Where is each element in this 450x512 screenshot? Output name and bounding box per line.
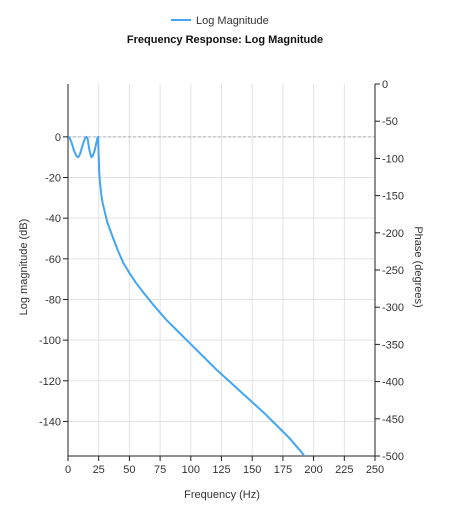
x-axis-label: Frequency (Hz) [184,489,260,501]
y-axis-label: Log magnitude (dB) [18,219,30,316]
series-line-log-magnitude [68,135,306,456]
series-layer [68,135,306,456]
y-tick-label: -120 [39,376,61,388]
y2-tick-label: -200 [382,228,404,240]
y-tick-label: -20 [45,173,61,185]
x-tick-label: 75 [154,464,166,476]
y-tick-label: -100 [39,335,61,347]
x-tick-label: 250 [366,464,384,476]
y2-tick-label: -500 [382,451,404,463]
y-tick-label: -140 [39,416,61,428]
x-tick-label: 200 [304,464,322,476]
y2-tick-label: -250 [382,265,404,277]
y2-tick-label: -100 [382,153,404,165]
x-tick-label: 0 [65,464,71,476]
x-tick-label: 50 [123,464,135,476]
y2-tick-label: -400 [382,377,404,389]
x-tick-label: 25 [93,464,105,476]
x-tick-label: 150 [243,464,261,476]
x-axis-ticks: 0 25 50 75 100 125 150 175 200 225 250 [65,456,384,476]
x-tick-label: 175 [274,464,292,476]
grid-lines [67,84,376,456]
y2-tick-label: -300 [382,302,404,314]
y2-axis-ticks: 0 -50 -100 -150 -200 -250 -300 -350 -400 -450 -500 [375,79,404,463]
y2-axis-label: Phase (degrees) [412,226,424,307]
chart-title: Frequency Response: Log Magnitude [127,34,323,46]
y2-tick-label: 0 [382,79,388,91]
y-tick-label: -60 [45,254,61,266]
x-tick-label: 225 [335,464,353,476]
y2-tick-label: -50 [382,116,398,128]
y-tick-label: 0 [55,132,61,144]
legend-label-log-magnitude: Log Magnitude [196,15,269,27]
x-tick-label: 125 [212,464,230,476]
y-axis-ticks: 0 -20 -40 -60 -80 -100 -120 -140 [39,132,68,428]
y-tick-label: -40 [45,213,61,225]
y2-tick-label: -350 [382,339,404,351]
y2-tick-label: -450 [382,414,404,426]
legend[interactable]: Log Magnitude [171,15,269,27]
y2-tick-label: -150 [382,191,404,203]
x-tick-label: 100 [182,464,200,476]
y-tick-label: -80 [45,294,61,306]
